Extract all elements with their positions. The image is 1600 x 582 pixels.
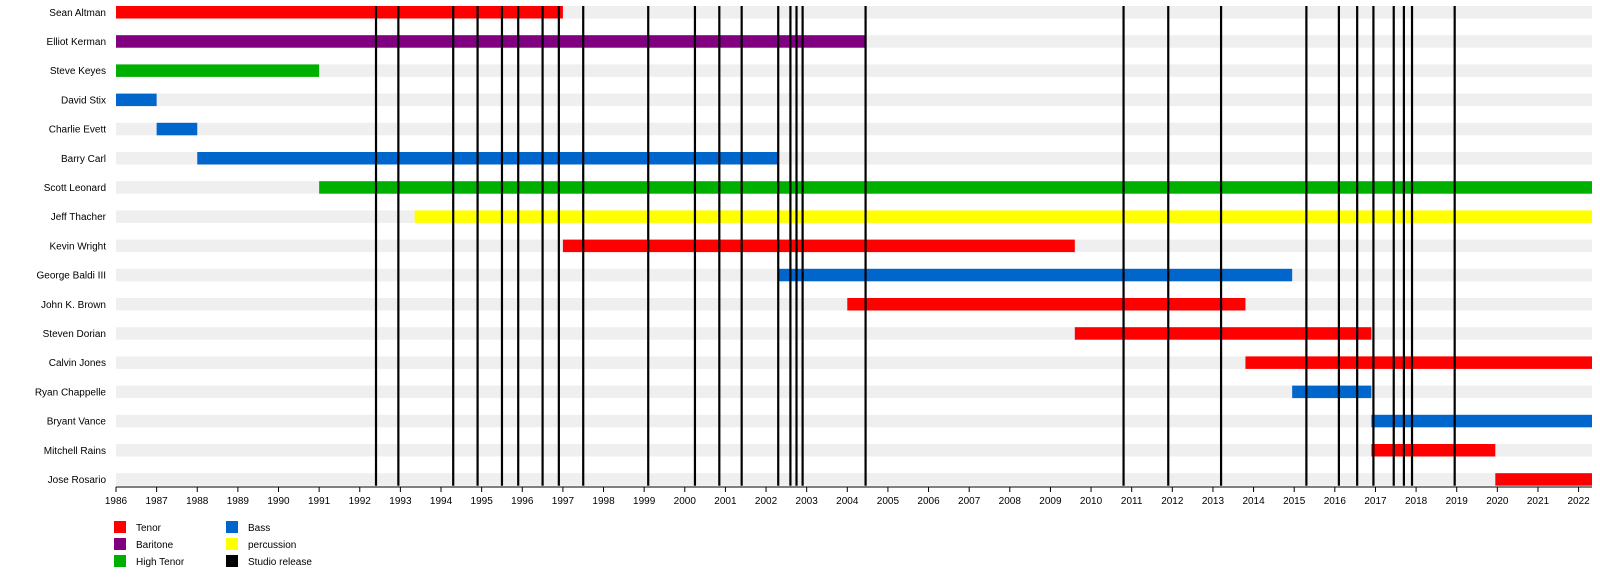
x-tick-label: 2005 [877,496,900,507]
x-axis: 1986 1987 1988 1989 1990 1991 1992 1993 1994 1995… [105,486,1592,507]
x-tick-label: 1991 [308,496,331,507]
x-tick-label: 1993 [389,496,412,507]
member-name: Ryan Chappelle [35,387,107,398]
member-bar [116,64,320,77]
member-name: Calvin Jones [49,358,106,369]
member-bar [1292,385,1372,399]
member-bar [319,181,1592,194]
x-tick-label: 1987 [146,496,169,507]
x-tick-label: 1986 [105,496,128,507]
x-tick-label: 2018 [1405,496,1428,507]
member-name: Bryant Vance [47,417,107,428]
member-name: Kevin Wright [49,241,106,252]
row-band [116,356,1592,369]
x-tick-label: 1992 [349,496,372,507]
legend-label: Studio release [248,557,312,568]
x-tick-label: 2013 [1202,496,1225,507]
legend-swatch [226,521,238,533]
member-name: Charlie Evett [49,125,106,136]
row-band [116,64,1592,77]
row-band [116,444,1592,457]
legend-label: Bass [248,523,270,534]
member-bar [197,152,779,165]
x-tick-label: 1996 [511,496,534,507]
member-bars [116,6,1592,486]
row-band [116,414,1592,428]
member-bar [847,298,1246,311]
legend-label: Baritone [136,540,174,551]
legend-swatch [114,521,126,533]
x-tick-label: 2012 [1161,496,1184,507]
legend-swatch [114,538,126,550]
member-name: Barry Carl [61,154,106,165]
member-name: David Stix [61,95,106,106]
x-tick-label: 1997 [552,496,575,507]
member-bar [156,122,198,136]
x-tick-label: 2014 [1242,496,1265,507]
legend-label: percussion [248,540,296,551]
legend-swatch [226,555,238,567]
studio-release-lines [374,6,1456,486]
member-name: George Baldi III [37,271,106,282]
x-tick-label: 2003 [796,496,819,507]
x-tick-label: 2002 [755,496,778,507]
member-bar [562,239,1075,253]
row-band [116,473,1592,486]
member-name: Sean Altman [49,8,106,19]
legend-label: Tenor [136,523,162,534]
x-tick-label: 1989 [227,496,250,507]
x-tick-label: 1994 [430,496,453,507]
x-tick-label: 2021 [1527,496,1550,507]
member-bar [1245,356,1592,369]
x-tick-label: 2017 [1364,496,1387,507]
member-bar [1074,327,1372,340]
x-tick-label: 2022 [1567,496,1590,507]
member-labels: Sean Altman Elliot Kerman Steve Keyes David… [35,8,107,486]
member-name: Mitchell Rains [44,446,106,457]
member-bar [1495,473,1592,486]
row-band [116,385,1592,399]
member-bar [778,268,1293,282]
x-tick-label: 2006 [917,496,940,507]
member-name: John K. Brown [41,300,106,311]
legend-label: High Tenor [136,557,185,568]
member-bar [414,210,1592,223]
row-band [116,122,1592,136]
x-tick-label: 2011 [1121,496,1143,507]
member-bar [1371,414,1592,428]
member-name: Scott Leonard [44,183,106,194]
member-name: Jose Rosario [48,475,107,486]
x-tick-label: 2009 [1039,496,1062,507]
x-tick-label: 1999 [633,496,656,507]
x-tick-label: 2010 [1080,496,1103,507]
x-tick-label: 1998 [592,496,615,507]
x-tick-label: 1990 [267,496,290,507]
x-tick-label: 2016 [1324,496,1347,507]
member-name: Steven Dorian [43,329,106,340]
x-tick-label: 2008 [999,496,1022,507]
member-bar [116,6,563,19]
x-tick-label: 2004 [836,496,859,507]
x-tick-label: 2015 [1283,496,1306,507]
member-bar [116,93,157,107]
member-bar [116,35,866,48]
row-band [116,93,1592,107]
legend-swatch [114,555,126,567]
x-tick-label: 1988 [186,496,209,507]
legend-swatch [226,538,238,550]
member-name: Jeff Thacher [51,212,107,223]
member-bar [1371,444,1496,457]
x-tick-label: 2020 [1486,496,1509,507]
x-tick-label: 1995 [471,496,494,507]
member-name: Elliot Kerman [47,37,106,48]
x-tick-label: 2001 [714,496,737,507]
legend: Tenor Baritone High Tenor Bass percussion Stu… [114,521,312,568]
x-tick-label: 2000 [674,496,697,507]
member-name: Steve Keyes [50,66,106,77]
x-tick-label: 2019 [1446,496,1469,507]
x-tick-label: 2007 [958,496,981,507]
